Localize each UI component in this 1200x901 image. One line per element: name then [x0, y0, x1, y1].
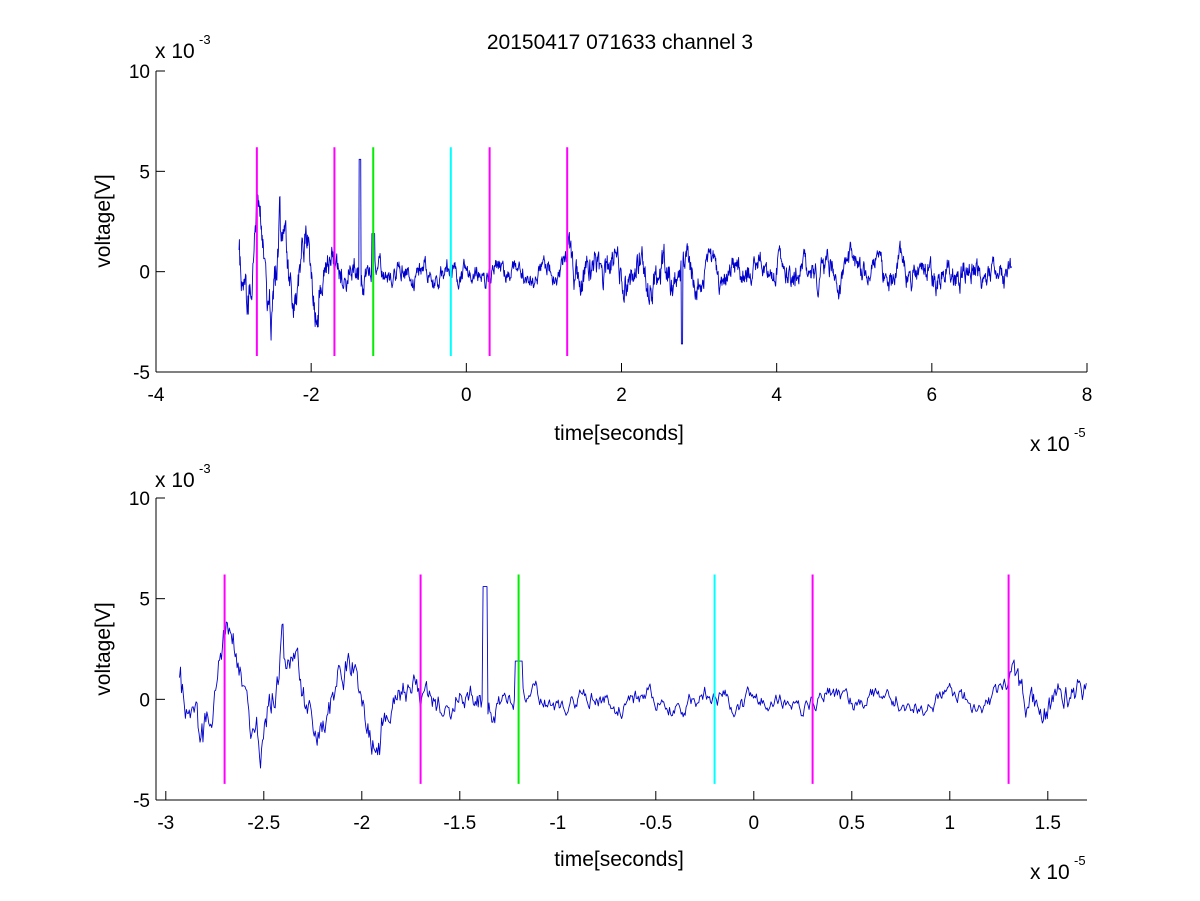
x-tick-label: 0	[461, 385, 472, 406]
top-y-axis-label: voltage[V]	[92, 174, 115, 267]
x-tick-label: 6	[927, 385, 938, 406]
signal-line	[179, 586, 1087, 769]
x-tick-label: 0.5	[839, 813, 865, 834]
bottom-subplot: x 10 -3 x 10 -5 time[seconds] voltage[V]…	[92, 461, 1087, 884]
x-tick-label: -4	[148, 385, 165, 406]
bottom-x-multiplier-base: x 10	[1030, 861, 1070, 884]
x-tick-label: 1	[945, 813, 956, 834]
y-tick-label: -5	[133, 791, 150, 812]
x-tick-label: -0.5	[639, 813, 672, 834]
x-tick-label: 1.5	[1035, 813, 1061, 834]
y-tick-label: -5	[133, 363, 150, 384]
plot-area	[238, 147, 1013, 356]
bottom-y-multiplier-base: x 10	[155, 469, 195, 492]
signal-line	[238, 158, 1013, 345]
top-x-multiplier-base: x 10	[1030, 433, 1070, 456]
y-tick-label: 5	[139, 590, 150, 611]
top-x-axis-label: time[seconds]	[554, 422, 684, 445]
top-y-multiplier-base: x 10	[155, 40, 195, 63]
x-tick-label: 0	[749, 813, 760, 834]
x-tick-label: -1.5	[443, 813, 476, 834]
x-tick-label: -2	[353, 813, 370, 834]
x-tick-label: -1	[549, 813, 566, 834]
x-tick-label: -2	[303, 385, 320, 406]
y-tick-label: 5	[139, 162, 150, 183]
x-tick-label: -3	[157, 813, 174, 834]
bottom-x-axis-label: time[seconds]	[554, 848, 684, 871]
x-tick-label: -2.5	[247, 813, 280, 834]
top-y-multiplier: x 10 -3	[155, 32, 211, 63]
top-x-multiplier-exponent: -5	[1074, 425, 1086, 440]
chart-title: 20150417 071633 channel 3	[487, 31, 753, 54]
y-tick-label: 10	[129, 62, 150, 83]
y-tick-label: 0	[139, 690, 150, 711]
bottom-y-multiplier: x 10 -3	[155, 461, 211, 492]
x-tick-label: 4	[771, 385, 782, 406]
top-y-multiplier-exponent: -3	[199, 32, 211, 47]
bottom-y-multiplier-exponent: -3	[199, 461, 211, 476]
top-x-multiplier: x 10 -5	[1030, 425, 1086, 456]
y-tick-label: 10	[129, 489, 150, 510]
bottom-x-multiplier: x 10 -5	[1030, 853, 1086, 884]
y-tick-label: 0	[139, 263, 150, 284]
bottom-y-axis-label: voltage[V]	[92, 602, 115, 695]
plot-area	[179, 574, 1087, 784]
top-subplot: 20150417 071633 channel 3 x 10 -3 x 10 -…	[92, 31, 1092, 456]
x-tick-label: 2	[616, 385, 627, 406]
x-tick-label: 8	[1082, 385, 1093, 406]
bottom-x-multiplier-exponent: -5	[1074, 853, 1086, 868]
